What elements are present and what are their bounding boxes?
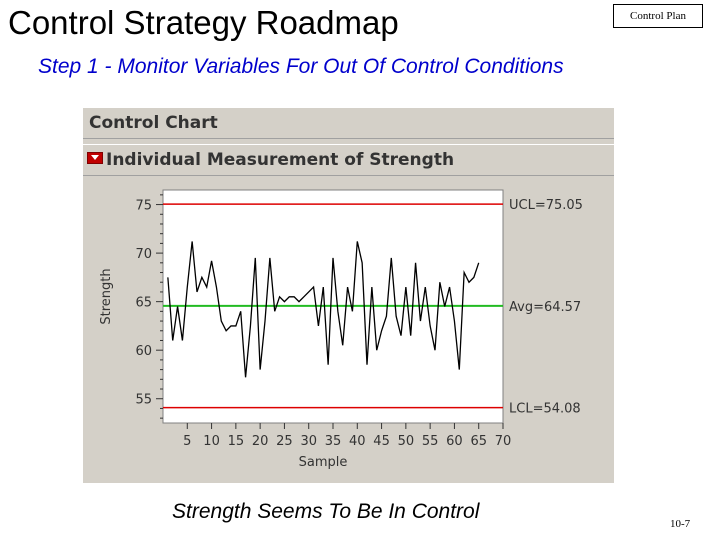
x-tick-label: 60: [446, 434, 463, 449]
x-tick-label: 55: [422, 434, 439, 449]
x-axis-label: Sample: [299, 455, 348, 470]
x-tick-label: 5: [183, 434, 191, 449]
x-tick-label: 30: [300, 434, 317, 449]
y-tick-label: 75: [135, 199, 152, 214]
panel-subheader-label: Individual Measurement of Strength: [106, 150, 455, 170]
y-tick-label: 65: [135, 296, 152, 311]
x-tick-label: 15: [228, 434, 245, 449]
x-tick-label: 10: [203, 434, 220, 449]
slide-caption: Strength Seems To Be In Control: [172, 500, 480, 523]
x-tick-label: 45: [373, 434, 390, 449]
panel-header-label: Control Chart: [89, 113, 218, 133]
disclosure-triangle-icon[interactable]: [87, 152, 103, 164]
slide-subtitle: Step 1 - Monitor Variables For Out Of Co…: [38, 55, 564, 78]
x-tick-label: 25: [276, 434, 293, 449]
slide-title: Control Strategy Roadmap: [8, 4, 399, 41]
panel-subheader: Individual Measurement of Strength: [83, 144, 614, 176]
ucl-label: UCL=75.05: [509, 198, 583, 213]
control-chart: 55 60 65 70 75 5 10 15 20 25 30 35 40 45 50 55 60 65 70 Sa…: [99, 189, 583, 470]
panel-header: Control Chart: [83, 108, 614, 139]
lcl-label: LCL=54.08: [509, 402, 581, 417]
x-tick-label: 70: [495, 434, 512, 449]
control-plan-tag: Control Plan: [613, 4, 703, 28]
x-tick-label: 65: [470, 434, 487, 449]
y-tick-label: 55: [135, 393, 152, 408]
x-tick-label: 20: [252, 434, 269, 449]
y-tick-label: 70: [135, 247, 152, 262]
average-label: Avg=64.57: [509, 300, 581, 315]
control-plan-label: Control Plan: [630, 10, 686, 22]
strength-series-line: [167, 241, 480, 378]
x-tick-label: 50: [398, 434, 415, 449]
x-tick-label: 40: [349, 434, 366, 449]
y-axis-label: Strength: [99, 268, 114, 324]
y-tick-label: 60: [135, 344, 152, 359]
page-number: 10-7: [670, 518, 691, 530]
x-tick-label: 35: [325, 434, 342, 449]
